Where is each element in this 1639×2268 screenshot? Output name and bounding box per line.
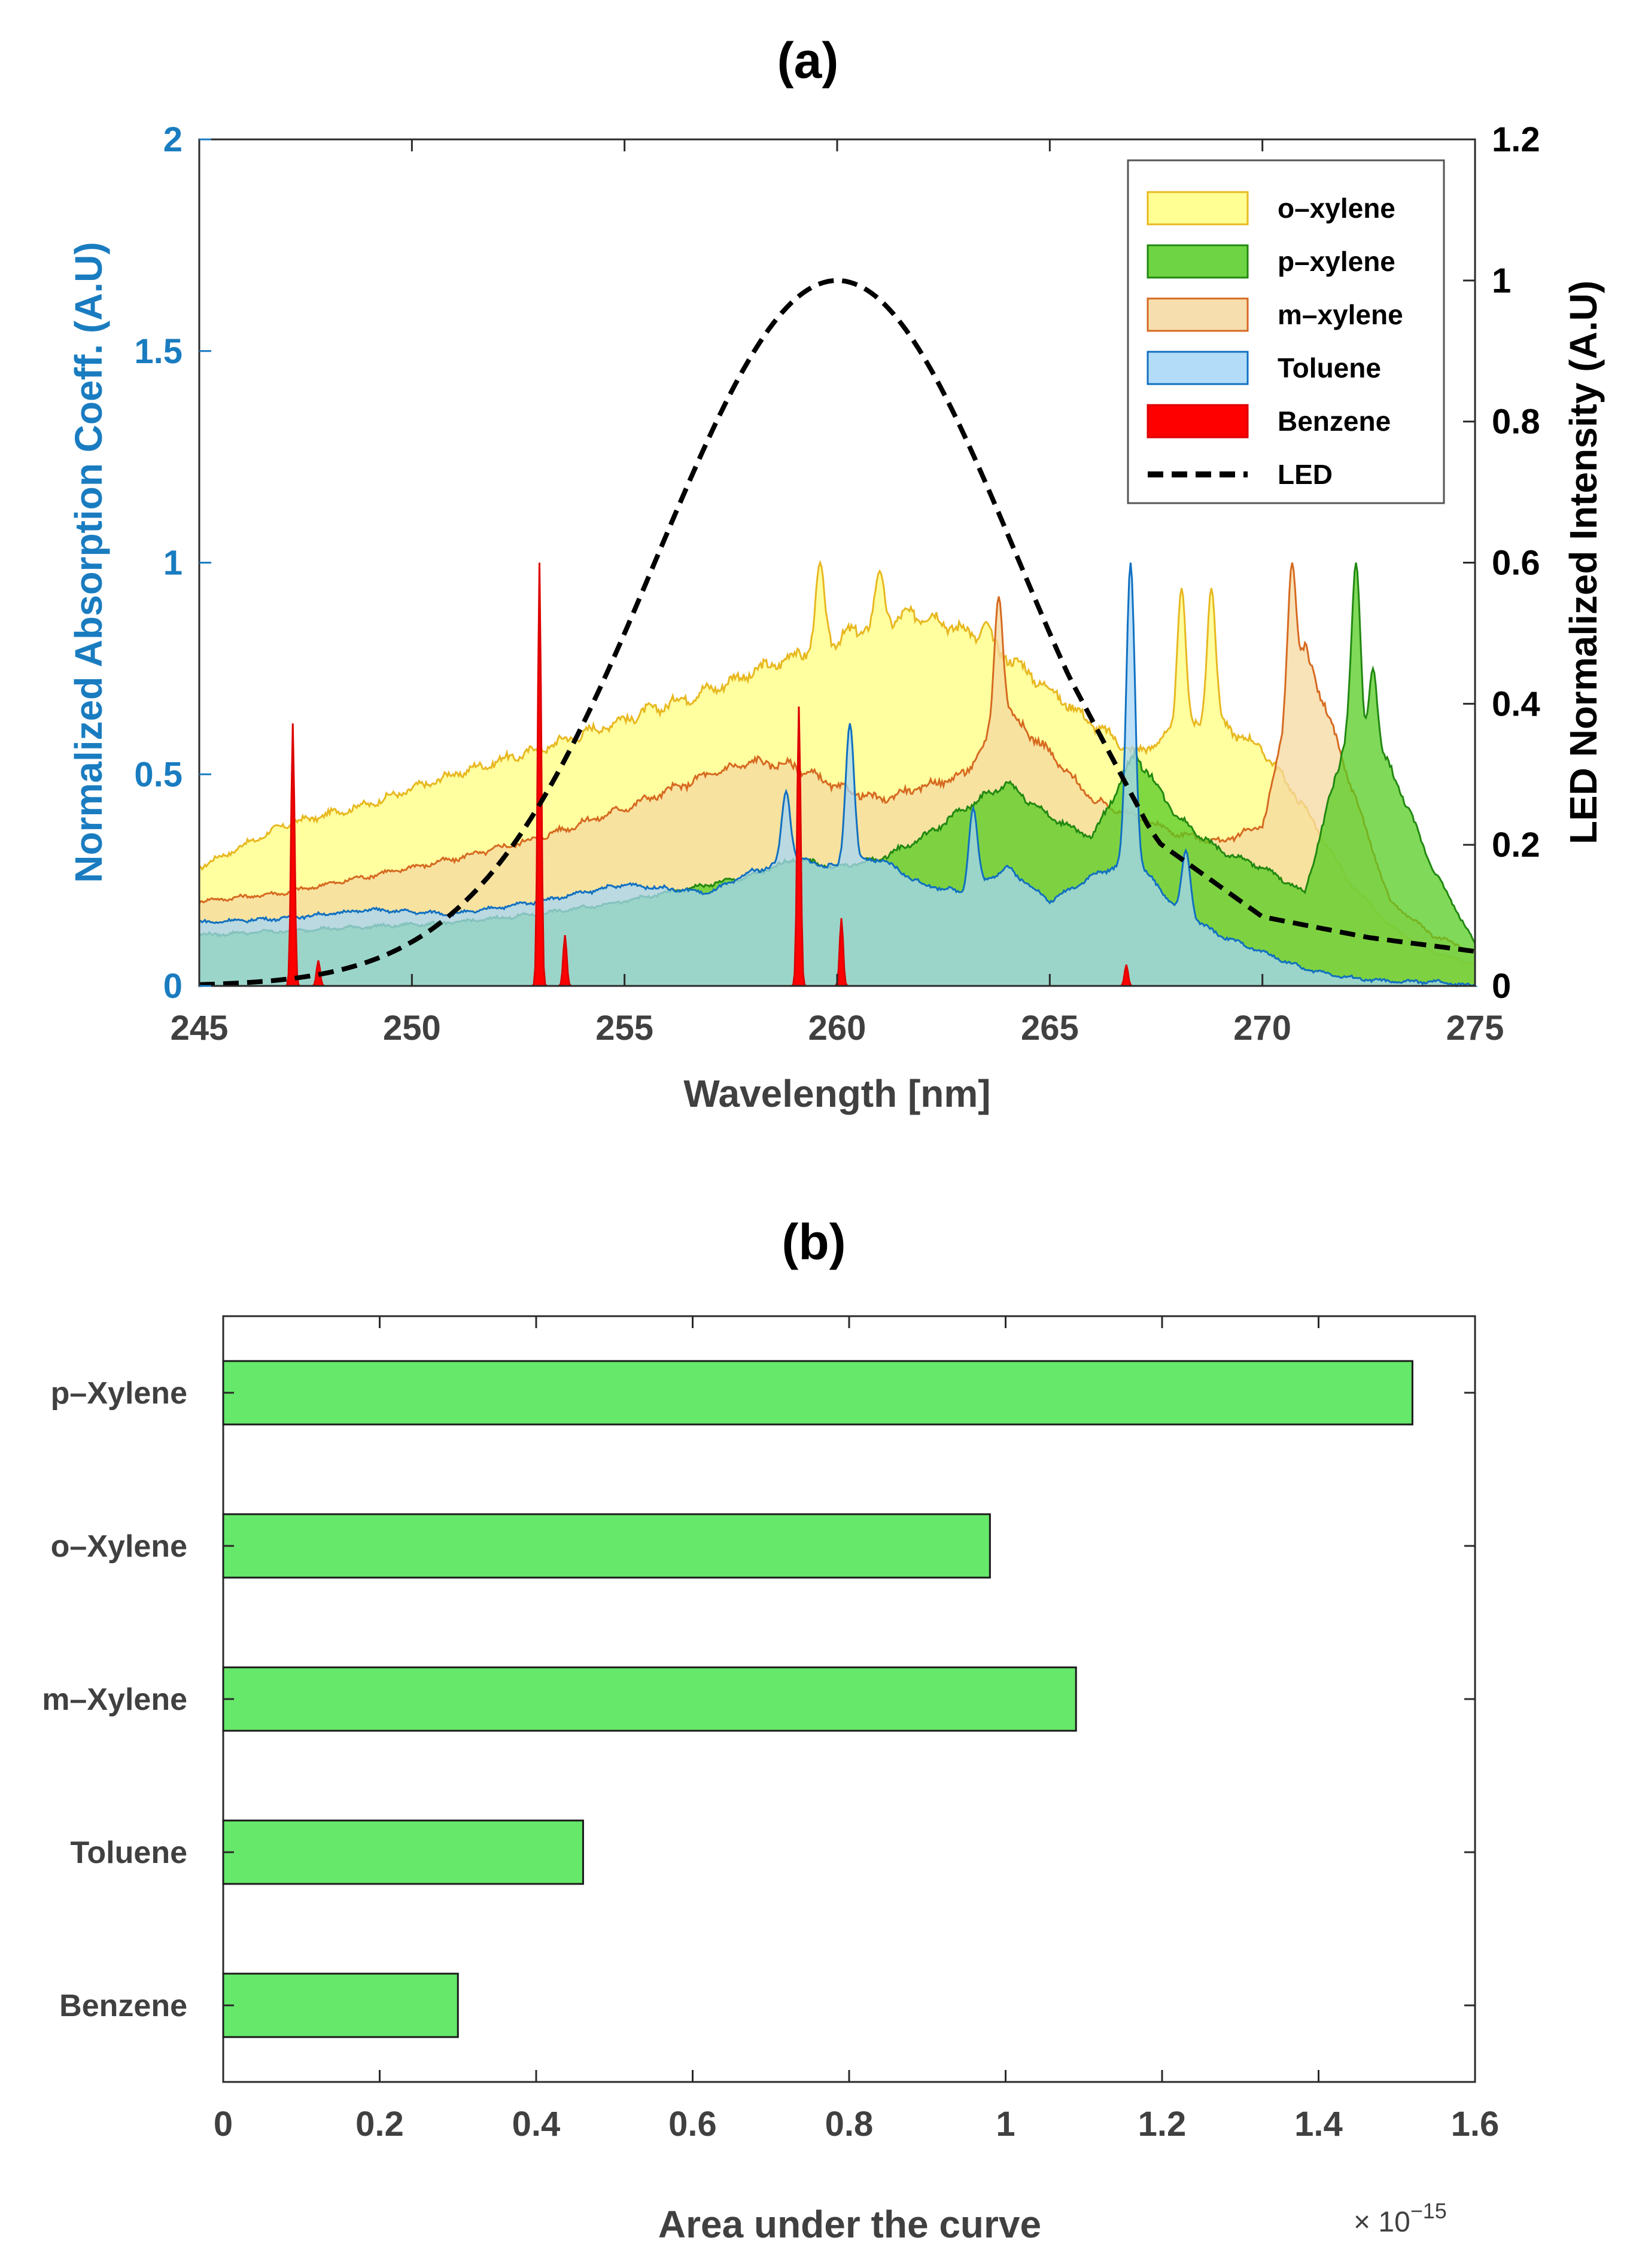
absorption-x-ticks: 245 250 255 260 265 270 275 — [171, 139, 1504, 1048]
category-label: Toluene — [71, 1835, 187, 1870]
series-area-toluene — [198, 562, 1479, 988]
y-tick-label: 0 — [163, 967, 183, 1006]
y-tick-label: 1.5 — [134, 332, 183, 371]
x-tick-label: 1.2 — [1138, 2105, 1187, 2144]
absorption-x-axis-label: Wavelength [nm] — [683, 1072, 990, 1115]
bar-category-labels: p–Xylene o–Xylene m–Xylene Toluene Benzene — [42, 1376, 1475, 2023]
legend-swatch — [1147, 244, 1249, 279]
bar — [222, 1819, 584, 1885]
bar — [222, 1666, 1077, 1732]
y-tick-label: 2 — [163, 120, 183, 159]
absorption-y-axis-label: Normalized Absorption Coeff. (A.U) — [67, 242, 110, 882]
x-tick-label: 260 — [808, 1009, 866, 1048]
bar — [222, 1360, 1413, 1426]
x-tick-label: 1.6 — [1451, 2105, 1500, 2144]
legend-label: Benzene — [1278, 406, 1391, 437]
category-label: o–Xylene — [51, 1529, 187, 1564]
legend-label: LED — [1278, 459, 1333, 490]
y2-tick-label: 1 — [1492, 261, 1511, 300]
x-tick-label: 1.4 — [1294, 2105, 1343, 2144]
bar — [222, 1513, 991, 1579]
bar — [222, 1972, 459, 2038]
x-tick-label: 0 — [214, 2105, 233, 2144]
category-label: m–Xylene — [42, 1682, 187, 1717]
panel-a-title: (a) — [777, 32, 839, 89]
bar-x-axis-label: Area under the curve — [658, 2203, 1041, 2246]
y2-tick-label: 0.2 — [1492, 826, 1540, 864]
x-tick-label: 250 — [383, 1009, 441, 1048]
x-tick-label: 255 — [595, 1009, 653, 1048]
y2-tick-label: 1.2 — [1492, 120, 1540, 159]
x-tick-label: 0.4 — [512, 2105, 561, 2144]
bar-x-multiplier-base: × 10 — [1354, 2206, 1410, 2238]
x-tick-label: 265 — [1021, 1009, 1079, 1048]
x-tick-label: 270 — [1233, 1009, 1291, 1048]
series-line-led — [199, 278, 1476, 987]
absorption-legend: o–xylene p–xylene m–xylene Toluene Benzene LE… — [1127, 159, 1445, 504]
y2-tick-label: 0.4 — [1492, 684, 1540, 723]
bar-group — [222, 1360, 1413, 2038]
y2-tick-label: 0.8 — [1492, 403, 1540, 442]
legend-label: Toluene — [1278, 352, 1381, 383]
x-tick-label: 0.8 — [825, 2105, 874, 2144]
y2-tick-label: 0.6 — [1492, 544, 1540, 583]
legend-swatch — [1147, 297, 1249, 332]
area-bar-chart: 0 0.2 0.4 0.6 0.8 1 1.2 1.4 1.6 p–Xylene o–Xylene… — [42, 1315, 1499, 2144]
legend-swatch — [1147, 404, 1249, 439]
panel-b-title: (b) — [782, 1214, 846, 1270]
legend-swatch — [1147, 351, 1249, 385]
y-tick-label: 0.5 — [134, 755, 183, 794]
x-tick-label: 275 — [1446, 1009, 1504, 1048]
led-y-axis-label: LED Normalized Intensity (A.U) — [1562, 281, 1605, 844]
x-tick-label: 0.6 — [668, 2105, 717, 2144]
category-label: Benzene — [59, 1989, 187, 2023]
x-tick-label: 1 — [996, 2105, 1015, 2144]
legend-label: o–xylene — [1278, 193, 1395, 224]
bar-x-multiplier-exponent: −15 — [1410, 2199, 1447, 2223]
led-y-ticks: 0 0.2 0.4 0.6 0.8 1 1.2 — [1463, 120, 1540, 1006]
legend-label: p–xylene — [1278, 246, 1395, 277]
bar-x-multiplier: × 10−15 — [1354, 2199, 1447, 2238]
y-tick-label: 1 — [163, 544, 183, 583]
x-tick-label: 0.2 — [355, 2105, 404, 2144]
category-label: p–Xylene — [51, 1376, 187, 1411]
y2-tick-label: 0 — [1492, 967, 1511, 1006]
led-curve-group — [199, 278, 1476, 987]
bar-x-ticks: 0 0.2 0.4 0.6 0.8 1 1.2 1.4 1.6 — [214, 1316, 1499, 2144]
x-tick-label: 245 — [171, 1009, 229, 1048]
legend-label: m–xylene — [1278, 299, 1403, 330]
legend-swatch — [1147, 191, 1249, 226]
absorption-y-ticks: 0 0.5 1 1.5 2 — [134, 120, 211, 1006]
